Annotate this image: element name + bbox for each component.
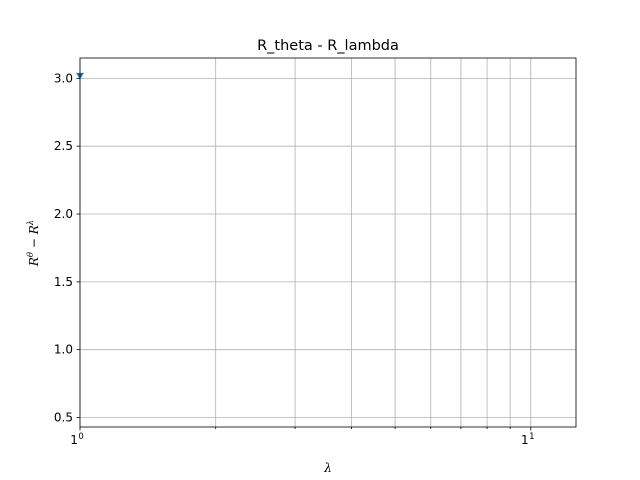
- y-tick-label: 1.0: [54, 343, 73, 357]
- x-tick-label: 11: [521, 432, 535, 447]
- y-tick-label: 3.0: [54, 71, 73, 85]
- y-axis-label-base: R: [27, 257, 41, 267]
- chart-title: R_theta - R_lambda: [257, 38, 399, 54]
- ticks-layer: 10 11 0.5 1.0 1.5 2.0 2.5 3.0: [54, 71, 535, 447]
- y-axis-label-sup1: θ: [26, 252, 36, 257]
- x-axis-label: λ: [323, 461, 332, 475]
- y-axis-label-sup2: λ: [26, 220, 36, 226]
- y-axis-label-base-2: R: [27, 225, 41, 235]
- x-tick-label: 10: [70, 432, 84, 447]
- y-tick-label: 0.5: [54, 411, 73, 425]
- y-axis-label-minus: −: [27, 234, 41, 252]
- y-tick-label: 2.5: [54, 139, 73, 153]
- y-axis-label: Rθ − Rλ: [26, 220, 41, 267]
- y-tick-label: 1.5: [54, 275, 73, 289]
- y-tick-label: 2.0: [54, 207, 73, 221]
- grid-layer: [79, 58, 576, 427]
- plot-frame: [79, 57, 577, 428]
